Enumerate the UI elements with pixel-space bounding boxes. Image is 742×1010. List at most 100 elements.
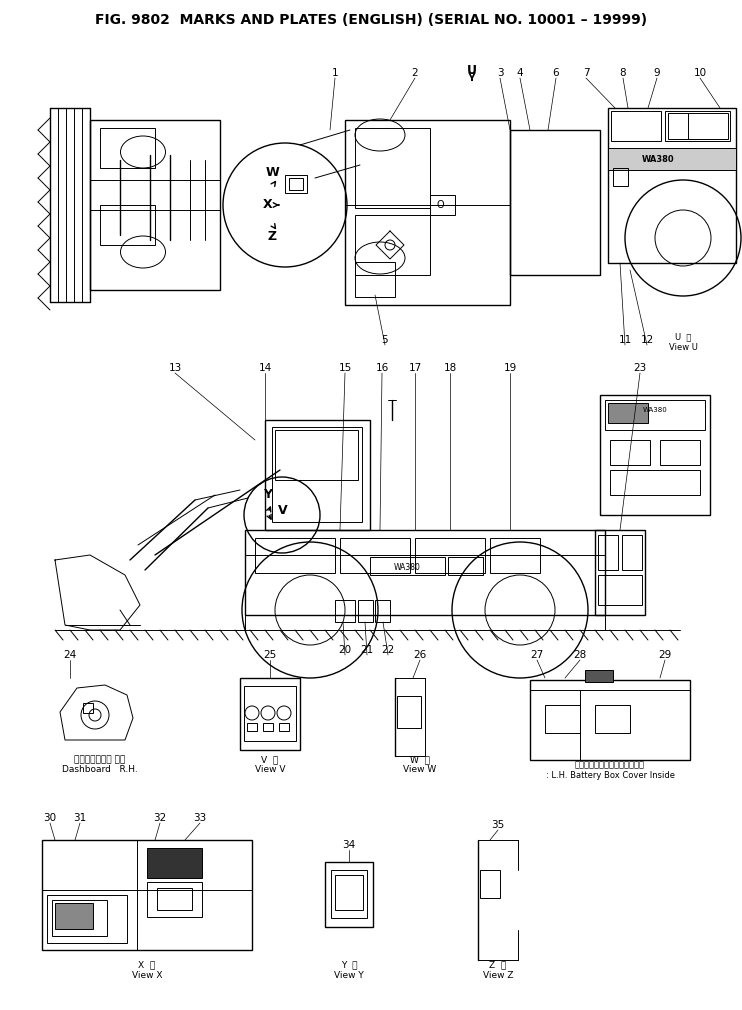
Bar	[668, 113, 728, 139]
Text: WA380: WA380	[642, 155, 674, 164]
Bar	[665, 111, 730, 141]
Bar	[605, 400, 705, 430]
Text: X  視: X 視	[138, 961, 156, 970]
Text: V: V	[278, 504, 288, 516]
Bar	[430, 195, 455, 215]
Bar	[608, 163, 736, 263]
Text: : L.H. Battery Box Cover Inside: : L.H. Battery Box Cover Inside	[545, 771, 674, 780]
Bar	[244, 686, 296, 741]
Text: 35: 35	[491, 820, 505, 830]
Text: 21: 21	[361, 645, 374, 655]
Text: View W: View W	[404, 766, 436, 775]
Text: 25: 25	[263, 650, 277, 660]
Bar	[598, 575, 642, 605]
Text: 18: 18	[444, 363, 456, 373]
Text: 24: 24	[63, 650, 76, 660]
Bar	[289, 178, 303, 190]
Bar	[335, 600, 355, 622]
Text: 3: 3	[496, 68, 503, 78]
Text: Y: Y	[263, 489, 272, 502]
Bar	[42, 840, 252, 950]
Bar	[608, 148, 736, 170]
Text: Dashboard   R.H.: Dashboard R.H.	[62, 766, 138, 775]
Bar	[355, 262, 395, 297]
Bar	[83, 703, 93, 713]
Bar	[530, 680, 690, 760]
Text: WA380: WA380	[393, 563, 421, 572]
Bar	[608, 108, 736, 163]
Bar	[157, 888, 192, 910]
Text: V  視: V 視	[261, 755, 279, 765]
Bar	[47, 895, 127, 943]
Bar	[600, 395, 710, 515]
Text: Z: Z	[267, 230, 277, 243]
Text: FIG. 9802  MARKS AND PLATES (ENGLISH) (SERIAL NO. 10001 – 19999): FIG. 9802 MARKS AND PLATES (ENGLISH) (SE…	[95, 13, 647, 27]
Text: Y  視: Y 視	[341, 961, 357, 970]
Text: U: U	[467, 64, 477, 77]
Text: View U: View U	[669, 342, 697, 351]
Text: WA380: WA380	[643, 407, 667, 413]
Text: 1: 1	[332, 68, 338, 78]
Text: 5: 5	[381, 335, 388, 345]
Bar	[331, 870, 367, 918]
Text: 32: 32	[154, 813, 167, 823]
Text: 19: 19	[503, 363, 516, 373]
Text: 22: 22	[381, 645, 395, 655]
Bar	[272, 427, 362, 522]
Bar	[245, 615, 605, 630]
Text: 7: 7	[582, 68, 589, 78]
Bar	[622, 535, 642, 570]
Bar	[263, 723, 273, 731]
Bar	[100, 128, 155, 168]
Bar	[355, 128, 430, 208]
Text: View Y: View Y	[334, 971, 364, 980]
Text: 左バッテリボックスカバー内側: 左バッテリボックスカバー内側	[575, 761, 645, 770]
Bar	[610, 470, 700, 495]
Text: 10: 10	[694, 68, 706, 78]
Bar	[245, 530, 605, 615]
Bar	[358, 600, 373, 622]
Bar	[265, 420, 370, 530]
Bar	[100, 205, 155, 245]
Bar	[340, 538, 410, 573]
Text: O: O	[436, 200, 444, 210]
Bar	[660, 440, 700, 465]
Bar	[147, 848, 202, 878]
Bar	[610, 440, 650, 465]
Text: X: X	[263, 199, 273, 211]
Bar	[255, 538, 335, 573]
Bar	[52, 900, 107, 936]
Text: 27: 27	[531, 650, 544, 660]
Bar	[90, 120, 220, 290]
Text: 12: 12	[640, 335, 654, 345]
Bar	[370, 557, 445, 575]
Text: View Z: View Z	[483, 971, 513, 980]
Bar	[608, 403, 648, 423]
Bar	[325, 862, 373, 927]
Bar	[147, 882, 202, 917]
Text: 6: 6	[553, 68, 559, 78]
Bar	[595, 705, 630, 733]
Text: Z  視: Z 視	[490, 961, 507, 970]
Bar	[595, 530, 645, 615]
Bar	[397, 696, 421, 728]
Bar	[355, 215, 430, 275]
Bar	[285, 175, 307, 193]
Text: 34: 34	[342, 840, 355, 850]
Text: 30: 30	[44, 813, 56, 823]
Text: View X: View X	[132, 971, 162, 980]
Text: 8: 8	[620, 68, 626, 78]
Text: 28: 28	[574, 650, 587, 660]
Bar	[415, 538, 485, 573]
Bar	[613, 168, 628, 186]
Bar	[545, 705, 580, 733]
Text: 31: 31	[73, 813, 87, 823]
Text: 23: 23	[634, 363, 646, 373]
Text: U  視: U 視	[674, 332, 692, 341]
Bar	[240, 678, 300, 750]
Text: 2: 2	[412, 68, 418, 78]
Bar	[598, 535, 618, 570]
Text: 17: 17	[408, 363, 421, 373]
Text: W: W	[265, 166, 279, 179]
Bar	[279, 723, 289, 731]
